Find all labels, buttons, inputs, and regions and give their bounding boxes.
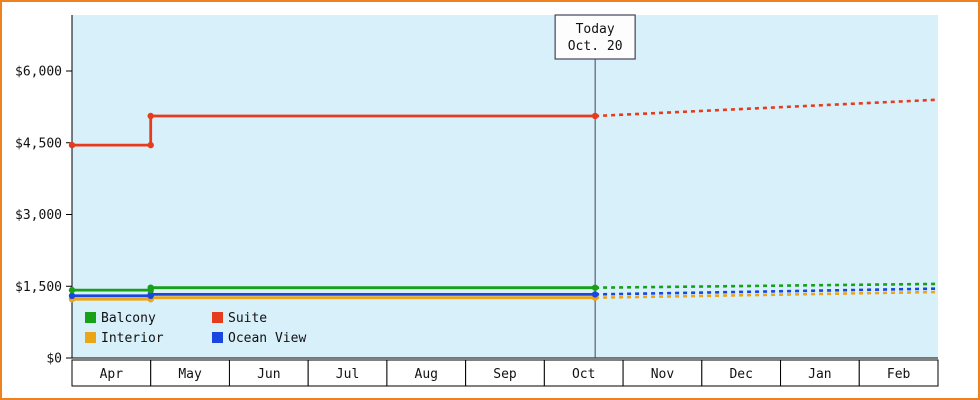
month-label: Jul xyxy=(336,367,359,382)
today-label-line2: Oct. 20 xyxy=(568,39,623,54)
y-axis-label: $6,000 xyxy=(15,65,62,80)
y-axis-label: $1,500 xyxy=(15,280,62,295)
series-marker-suite xyxy=(591,112,599,120)
legend-swatch-balcony xyxy=(85,312,96,323)
series-marker-ocean-view xyxy=(68,292,76,299)
month-label: Sep xyxy=(493,367,517,382)
series-marker-suite xyxy=(68,141,76,149)
month-cell xyxy=(858,359,939,387)
month-cell xyxy=(307,359,388,387)
legend-label: Ocean View xyxy=(228,331,306,346)
today-box xyxy=(554,14,636,60)
y-axis-label: $0 xyxy=(46,352,62,367)
month-label: Aug xyxy=(415,367,438,382)
month-label: May xyxy=(178,367,202,382)
legend-swatch-interior xyxy=(85,332,96,343)
series-line-suite xyxy=(72,114,596,147)
series-marker-suite xyxy=(147,141,154,149)
legend-label: Suite xyxy=(228,311,267,326)
series-marker-balcony xyxy=(591,284,599,291)
series-marker-ocean-view xyxy=(591,291,599,298)
series-forecast-ocean-view xyxy=(595,287,939,296)
legend-label: Interior xyxy=(101,331,164,346)
plot-area xyxy=(72,15,938,358)
month-label: Jun xyxy=(257,367,280,382)
series-marker-balcony xyxy=(147,284,154,291)
y-axis-label: $4,500 xyxy=(15,136,62,151)
month-cell xyxy=(701,359,782,387)
series-marker-suite xyxy=(147,112,154,120)
month-label: Apr xyxy=(100,367,124,382)
month-cell xyxy=(150,359,230,387)
month-cell xyxy=(386,359,467,387)
month-label: Oct xyxy=(572,367,595,382)
series-marker-balcony xyxy=(68,286,76,294)
month-cell xyxy=(465,359,545,387)
legend-swatch-suite xyxy=(212,312,223,323)
series-forecast-balcony xyxy=(595,282,939,289)
month-label: Feb xyxy=(887,367,911,382)
y-axis-label: $3,000 xyxy=(15,208,62,223)
month-cell xyxy=(228,359,309,387)
series-forecast-suite xyxy=(595,98,939,118)
month-label: Jan xyxy=(808,367,831,382)
month-label: Dec xyxy=(729,367,752,382)
today-label-line1: Today xyxy=(576,22,615,37)
month-cell xyxy=(71,359,152,387)
legend-swatch-ocean-view xyxy=(212,332,223,343)
legend-label: Balcony xyxy=(101,311,156,326)
month-label: Nov xyxy=(651,367,675,382)
series-forecast-interior xyxy=(595,290,939,299)
